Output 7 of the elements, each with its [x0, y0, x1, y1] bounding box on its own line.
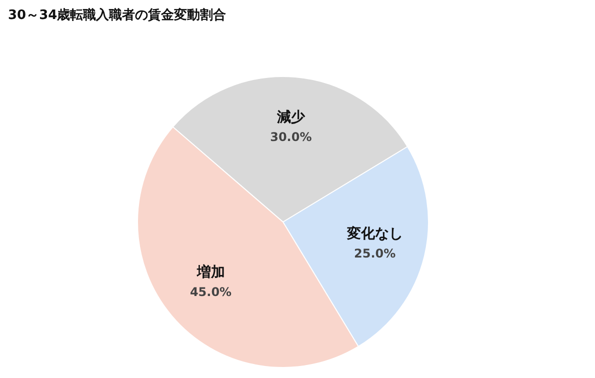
chart-title: 30～34歳転職入職者の賃金変動割合: [8, 6, 226, 24]
slice-label: 減少: [276, 109, 306, 126]
data-label: 25.0%: [354, 246, 396, 261]
slice-label: 変化なし: [346, 225, 403, 242]
data-label: 30.0%: [270, 130, 312, 144]
data-label: 45.0%: [190, 285, 232, 300]
slice-label: 増加: [196, 264, 225, 281]
